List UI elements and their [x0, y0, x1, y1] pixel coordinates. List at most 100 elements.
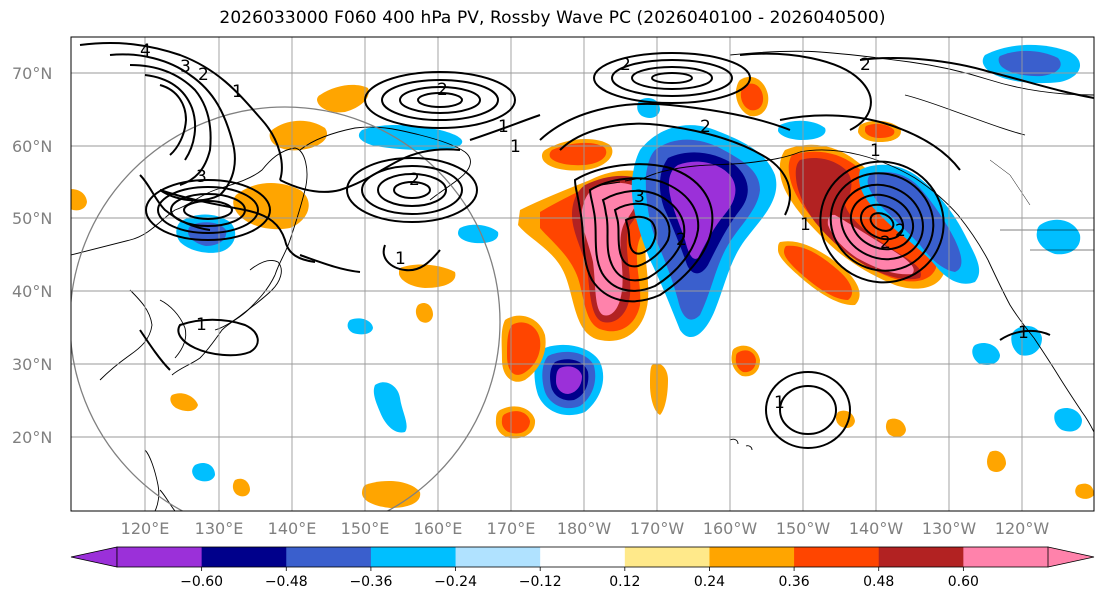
contour-label: 1	[800, 215, 811, 235]
negative-anomaly-west-coast	[1011, 325, 1042, 356]
contour-label: 3	[180, 57, 191, 77]
negative-anomaly-small-5	[192, 463, 215, 482]
colorbar-tick-label: −0.12	[519, 574, 562, 590]
contour-label: 1	[870, 141, 881, 161]
contour-labels: 4 3 2 1 2 1 2 2 1 3 2 1 1 3 2 1 2 2 1 1 …	[140, 41, 1029, 413]
lon-label: 140°W	[849, 519, 904, 538]
shading-layer	[71, 44, 1094, 508]
lon-label: 160°E	[414, 519, 463, 538]
lon-label: 130°W	[922, 519, 977, 538]
lon-label: 140°E	[268, 519, 317, 538]
contour-label: 1	[395, 249, 406, 269]
lat-label: 60°N	[12, 137, 52, 156]
negative-anomaly-north-3	[778, 120, 826, 140]
contour-label: 1	[1018, 323, 1029, 343]
positive-anomaly-north-3	[269, 120, 328, 151]
contour-label: 1	[510, 137, 521, 157]
pv-contours	[79, 42, 1094, 449]
negative-anomaly-small-3	[972, 343, 1000, 365]
lon-label: 130°E	[195, 519, 244, 538]
colorbar-cell	[201, 547, 287, 567]
contour-label: 1	[196, 315, 207, 335]
contour-label: 1	[232, 82, 243, 102]
positive-anomaly-small-3	[170, 393, 198, 412]
lon-label: 170°E	[487, 519, 536, 538]
colorbar-cell	[540, 547, 626, 567]
reference-circle	[71, 106, 501, 511]
colorbar-cell	[709, 547, 795, 567]
lat-label: 40°N	[12, 282, 52, 301]
colorbar-cell	[117, 547, 203, 567]
positive-anomaly-east-1-core	[735, 350, 756, 373]
positive-anomaly-north-1-core	[549, 142, 607, 166]
contour-label: 1	[498, 117, 509, 137]
positive-anomaly-hawaii	[650, 363, 668, 415]
contour-label: 2	[409, 170, 420, 190]
contour-label: 3	[196, 167, 207, 187]
contour-label: 2	[437, 80, 448, 100]
positive-anomaly-north-4	[317, 84, 369, 113]
longitude-labels: 120°E 130°E 140°E 150°E 160°E 170°E 180°…	[121, 519, 1050, 538]
colorbar-arrow-right	[1047, 546, 1095, 568]
colorbar-cell	[370, 547, 457, 567]
positive-anomaly-east-2-core	[784, 245, 853, 300]
lon-label: 120°W	[995, 519, 1050, 538]
positive-anomaly-subtropical-west-core	[507, 322, 541, 375]
lon-label: 120°E	[121, 519, 170, 538]
positive-anomaly-small-1-core	[501, 411, 530, 434]
positive-anomaly-small-7	[232, 478, 250, 497]
contour-label: 2	[676, 230, 687, 250]
lon-label: 170°W	[630, 519, 685, 538]
contour-label: 4	[140, 41, 151, 61]
colorbar-tick-label: 0.48	[863, 574, 894, 590]
colorbar-cell	[455, 547, 541, 567]
contour-label: 2	[700, 117, 711, 137]
map-frame	[70, 36, 1095, 512]
negative-anomaly-central-pacific-peak	[668, 161, 736, 259]
negative-anomaly-east-pacific	[1036, 219, 1081, 255]
negative-anomaly-north-2-core	[998, 50, 1061, 77]
map-title: 2026033000 F060 400 hPa PV, Rossby Wave …	[219, 8, 886, 28]
negative-anomaly-small-1	[373, 382, 407, 433]
lon-label: 150°W	[776, 519, 831, 538]
negative-anomaly-small-4	[1054, 408, 1082, 432]
colorbar-cell	[794, 547, 880, 567]
lon-label: 160°W	[703, 519, 758, 538]
colorbar-tick-label: −0.24	[434, 574, 477, 590]
colorbar-outline	[116, 546, 1049, 568]
positive-anomaly-north-2-core	[740, 83, 764, 111]
positive-anomaly-north-5-core	[865, 123, 895, 138]
lon-label: 150°E	[341, 519, 390, 538]
lat-label: 30°N	[12, 355, 52, 374]
lat-label: 50°N	[12, 209, 52, 228]
contour-label: 2	[620, 55, 631, 75]
colorbar-cell	[878, 547, 964, 567]
contour-label: 1	[774, 393, 785, 413]
latitude-labels: 70°N 60°N 50°N 40°N 30°N 20°N	[12, 64, 52, 447]
lon-label: 180°W	[557, 519, 612, 538]
contour-label: 2	[860, 55, 871, 75]
lat-label: 70°N	[12, 64, 52, 83]
colorbar-tick-label: −0.60	[180, 574, 223, 590]
negative-anomaly-small-2	[458, 224, 499, 244]
contour-label: 2	[895, 221, 906, 241]
colorbar: −0.60 −0.48 −0.36 −0.24 −0.12 0.12 0.24 0.36 0.4…	[70, 546, 1095, 590]
negative-anomaly-subtropical-peak	[556, 366, 582, 394]
contour-label: 3	[634, 187, 645, 207]
map-content: 4 3 2 1 2 1 2 2 1 3 2 1 1 3 2 1 2 2 1 1 …	[71, 37, 1094, 511]
positive-anomaly-dateline-max	[581, 182, 639, 316]
positive-anomaly-small-6	[885, 418, 906, 438]
colorbar-cell	[963, 547, 1049, 567]
positive-anomaly-small-2	[362, 480, 421, 508]
contour-label: 2	[880, 233, 891, 253]
colorbar-tick-label: 0.24	[694, 574, 725, 590]
positive-anomaly-small-8	[415, 303, 433, 323]
colorbar-tick-label: −0.36	[349, 574, 392, 590]
negative-anomaly-small-6	[347, 318, 373, 335]
colorbar-cell	[624, 547, 710, 567]
colorbar-cell	[286, 547, 372, 567]
colorbar-tick-label: 0.60	[948, 574, 979, 590]
contour-label: 2	[198, 65, 209, 85]
positive-anomaly-small-4	[987, 450, 1006, 472]
